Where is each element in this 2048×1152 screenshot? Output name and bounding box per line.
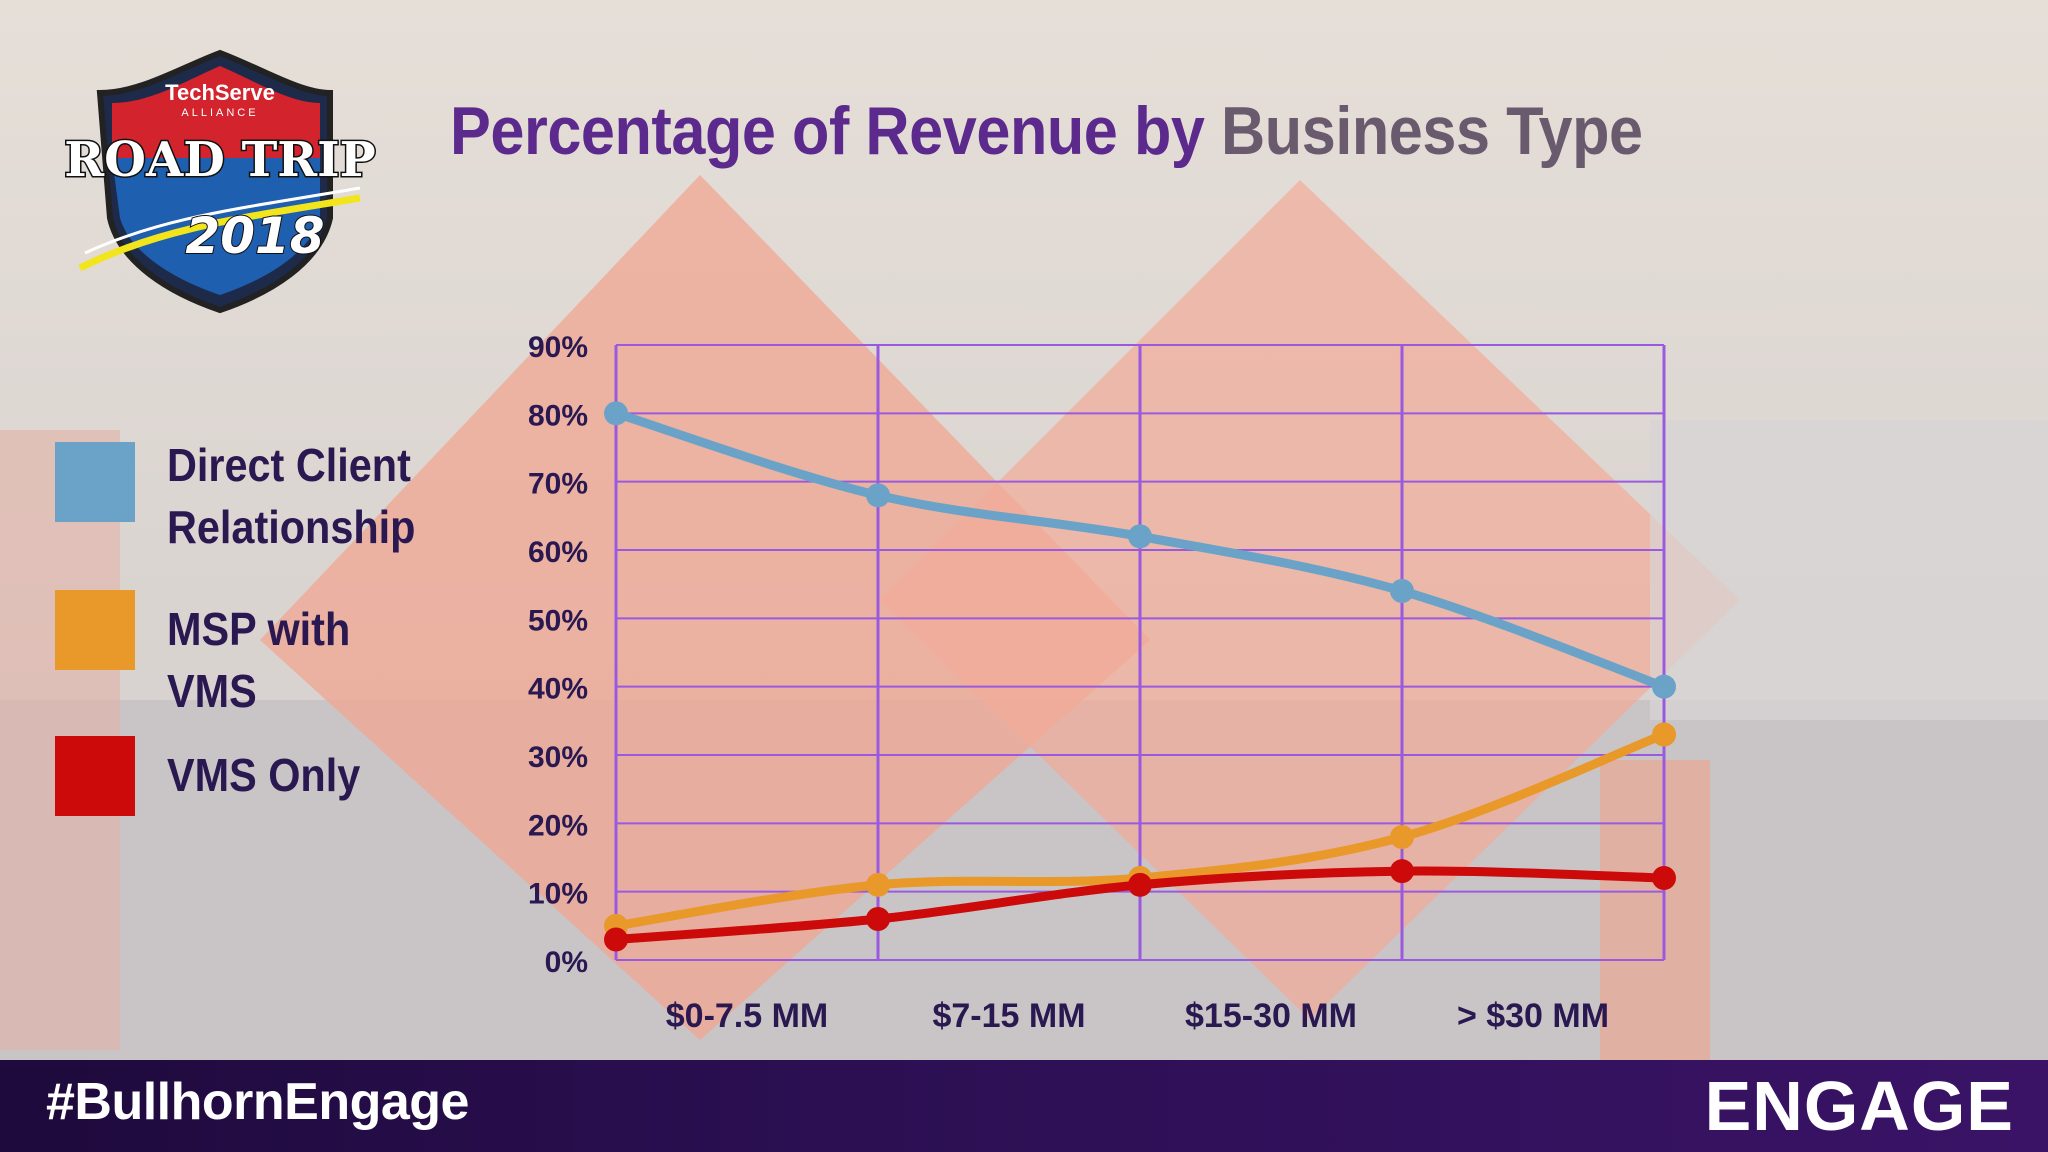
x-category-label: $7-15 MM xyxy=(932,997,1085,1035)
legend-label-msp-vms: MSP with VMS xyxy=(167,603,351,717)
x-category-label: $0-7.5 MM xyxy=(666,997,829,1035)
y-tick-label: 20% xyxy=(528,809,588,842)
data-point xyxy=(1652,866,1676,890)
y-tick-label: 10% xyxy=(528,878,588,911)
y-tick-label: 60% xyxy=(528,536,588,569)
data-point xyxy=(866,907,890,931)
data-point xyxy=(1390,579,1414,603)
legend-label-direct-client: Direct Client Relationship xyxy=(167,439,416,553)
footer-hashtag: #BullhornEngage xyxy=(46,1073,469,1131)
data-point xyxy=(1390,825,1414,849)
logo-main-text: ROAD TRIP xyxy=(64,132,375,188)
legend-swatch-direct-client xyxy=(55,442,135,522)
y-tick-label: 40% xyxy=(528,673,588,706)
slide-title: Percentage of Revenue by Business Type xyxy=(450,92,1643,170)
title-primary-part: Percentage of Revenue by xyxy=(450,93,1205,169)
logo-year-text: 2018 xyxy=(185,207,324,265)
chart-legend: Direct Client Relationship MSP with VMS … xyxy=(55,430,475,850)
y-tick-label: 90% xyxy=(528,331,588,364)
logo-brand-subtext: ALLIANCE xyxy=(181,107,258,119)
road-trip-logo: TechServe ALLIANCE ROAD TRIP 2018 xyxy=(63,49,377,314)
data-point xyxy=(1390,859,1414,884)
y-tick-label: 50% xyxy=(528,604,588,637)
data-point xyxy=(866,872,890,897)
legend-label-vms-only: VMS Only xyxy=(167,749,361,801)
footer-bar xyxy=(0,1060,2048,1152)
line-chart: 0% 10% 20% 30% 40% 50% 60% 70% 80% 90% $0-7.5 MM $7… xyxy=(528,331,1676,1035)
data-point xyxy=(1652,722,1676,747)
data-point xyxy=(604,401,628,426)
x-category-label: $15-30 MM xyxy=(1185,997,1357,1035)
y-tick-label: 70% xyxy=(528,468,588,501)
title-secondary-part: Business Type xyxy=(1221,93,1643,169)
footer-brand-logo: ENGAGE xyxy=(1704,1067,2014,1145)
data-point xyxy=(1128,524,1152,549)
data-point xyxy=(604,927,628,952)
legend-swatch-vms-only xyxy=(55,736,135,816)
data-point xyxy=(1652,674,1676,699)
y-tick-label: 0% xyxy=(545,946,588,979)
data-point xyxy=(1128,872,1152,897)
y-tick-label: 80% xyxy=(528,399,588,432)
data-point xyxy=(866,483,890,508)
y-tick-label: 30% xyxy=(528,741,588,774)
x-category-label: > $30 MM xyxy=(1457,997,1609,1035)
legend-swatch-msp-vms xyxy=(55,590,135,670)
logo-brand-text: TechServe xyxy=(165,80,275,105)
